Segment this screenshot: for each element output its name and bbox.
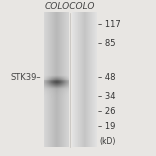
Text: – 34: – 34 xyxy=(98,93,115,101)
Text: – 19: – 19 xyxy=(98,122,115,131)
Text: STK39–: STK39– xyxy=(11,73,41,82)
Text: – 85: – 85 xyxy=(98,39,115,48)
Text: (kD): (kD) xyxy=(100,137,116,146)
Text: – 117: – 117 xyxy=(98,20,121,29)
Text: COLOCOLO: COLOCOLO xyxy=(45,2,96,11)
Text: – 26: – 26 xyxy=(98,107,115,116)
Text: – 48: – 48 xyxy=(98,73,115,82)
